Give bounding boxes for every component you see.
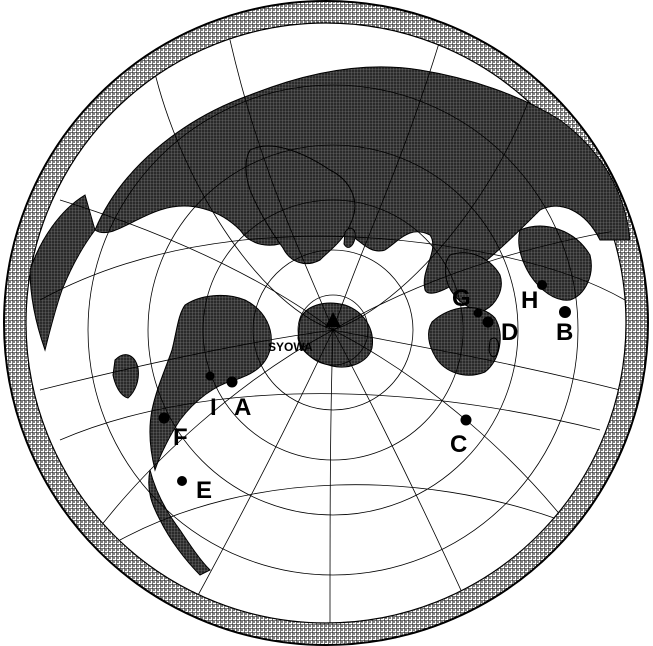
site-d-label: D <box>501 319 518 346</box>
site-g-label: G <box>452 285 471 312</box>
site-h-label: H <box>521 287 538 314</box>
site-a-label: A <box>234 394 251 421</box>
site-i-label: I <box>210 394 217 421</box>
new-zealand-land <box>489 338 498 357</box>
site-b-label: B <box>556 319 573 346</box>
syowa-label: SYOWA <box>268 340 313 354</box>
site-c-label: C <box>450 431 467 458</box>
site-e-label: E <box>196 477 212 504</box>
site-f-label: F <box>173 424 188 451</box>
